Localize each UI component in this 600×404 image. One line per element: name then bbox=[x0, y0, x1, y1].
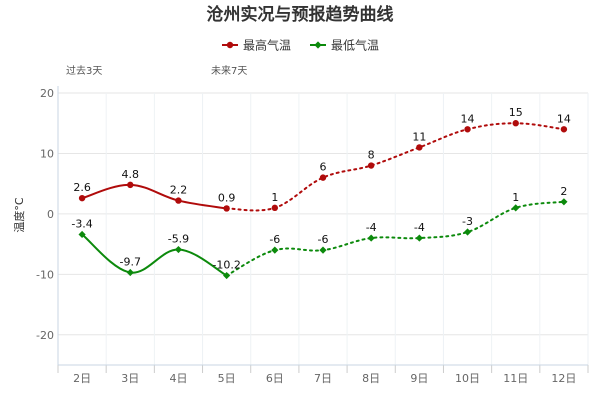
data-point bbox=[223, 271, 231, 280]
y-tick-label: -20 bbox=[36, 329, 54, 342]
x-tick-label: 10日 bbox=[455, 372, 480, 385]
series-line-observed bbox=[81, 183, 227, 210]
data-label: -6 bbox=[318, 233, 329, 246]
data-point bbox=[271, 246, 279, 254]
series-layer: 2.6 4.8 2.2 0.9 1 6 8 11 14 15 14 -3.4 -9.7 -5.9 -10.2… bbox=[71, 106, 571, 280]
data-point bbox=[367, 162, 375, 169]
y-tick-label: -10 bbox=[36, 268, 54, 281]
series-line-forecast bbox=[225, 122, 565, 212]
data-point bbox=[560, 126, 568, 133]
data-label: 2 bbox=[560, 185, 567, 198]
data-point bbox=[271, 204, 279, 212]
data-point bbox=[127, 181, 134, 189]
data-label: 8 bbox=[368, 149, 375, 162]
past-annotation: 过去3天 bbox=[66, 64, 102, 77]
x-tick-label: 11日 bbox=[503, 372, 528, 385]
y-axis-label: 温度°C bbox=[12, 197, 26, 232]
series-line-observed bbox=[81, 233, 228, 277]
series-max: 2.6 4.8 2.2 0.9 1 6 8 11 14 15 14 bbox=[73, 106, 571, 212]
future-annotation: 未来7天 bbox=[211, 65, 247, 77]
x-tick-label: 12日 bbox=[551, 372, 576, 385]
data-point bbox=[223, 205, 230, 212]
grid bbox=[57, 92, 589, 365]
data-point bbox=[416, 144, 423, 151]
data-label: 15 bbox=[509, 106, 523, 119]
data-label: -5.9 bbox=[168, 233, 189, 246]
data-point bbox=[175, 197, 182, 204]
legend-marker bbox=[226, 41, 234, 49]
y-tick-label: 20 bbox=[40, 87, 54, 100]
y-tick-label: 0 bbox=[47, 208, 54, 221]
legend-marker bbox=[314, 41, 322, 49]
x-tick-label: 4日 bbox=[169, 372, 187, 385]
data-point bbox=[415, 234, 423, 242]
data-label: 11 bbox=[412, 130, 426, 143]
series-min: -3.4 -9.7 -5.9 -10.2 -6 -6 -4 -4 -3 1 2 bbox=[71, 185, 568, 280]
data-point bbox=[78, 230, 86, 239]
legend-item[interactable]: 最高气温 bbox=[222, 38, 291, 53]
legend: 最高气温 最低气温 bbox=[222, 38, 379, 53]
data-label: -4 bbox=[414, 221, 425, 234]
data-point bbox=[512, 120, 519, 127]
data-point bbox=[78, 194, 86, 202]
series-line-forecast bbox=[225, 200, 565, 277]
legend-label: 最高气温 bbox=[243, 38, 291, 53]
data-label: 14 bbox=[557, 112, 571, 125]
x-tick-label: 9日 bbox=[410, 372, 428, 385]
chart-title: 沧州实况与预报趋势曲线 bbox=[207, 4, 394, 25]
data-label: -3.4 bbox=[71, 217, 92, 230]
data-point bbox=[126, 268, 134, 277]
data-label: -10.2 bbox=[212, 259, 240, 272]
data-point bbox=[560, 198, 568, 206]
x-tick-label: 7日 bbox=[314, 372, 332, 385]
data-label: -4 bbox=[366, 221, 377, 234]
x-tick-label: 5日 bbox=[218, 372, 236, 385]
data-point bbox=[463, 228, 472, 236]
y-tick-label: 10 bbox=[40, 147, 54, 160]
x-tick-label: 2日 bbox=[73, 372, 91, 385]
data-label: 0.9 bbox=[218, 191, 236, 204]
data-label: 2.6 bbox=[73, 181, 91, 194]
data-point bbox=[367, 234, 375, 242]
data-point bbox=[319, 246, 327, 254]
data-label: 2.2 bbox=[170, 184, 188, 197]
data-label: 14 bbox=[461, 112, 475, 125]
data-point bbox=[319, 174, 327, 181]
legend-item[interactable]: 最低气温 bbox=[310, 38, 379, 53]
data-label: 1 bbox=[271, 191, 278, 204]
data-point bbox=[174, 245, 183, 254]
data-label: 4.8 bbox=[122, 168, 140, 181]
data-label: -3 bbox=[462, 215, 473, 228]
data-label: 6 bbox=[320, 161, 327, 174]
x-tick-label: 3日 bbox=[121, 372, 139, 385]
data-point bbox=[512, 204, 520, 212]
legend-label: 最低气温 bbox=[331, 38, 379, 53]
x-tick-label: 6日 bbox=[266, 372, 284, 385]
axes: 20 10 0 -10 -20 2日 3日 4日 5日 6日 7日 8日 9日 10日 11日 12日 bbox=[36, 86, 589, 385]
data-point bbox=[464, 126, 471, 133]
data-label: 1 bbox=[512, 191, 519, 204]
data-label: -9.7 bbox=[120, 256, 141, 269]
data-label: -6 bbox=[269, 233, 280, 246]
x-tick-label: 8日 bbox=[362, 372, 380, 385]
